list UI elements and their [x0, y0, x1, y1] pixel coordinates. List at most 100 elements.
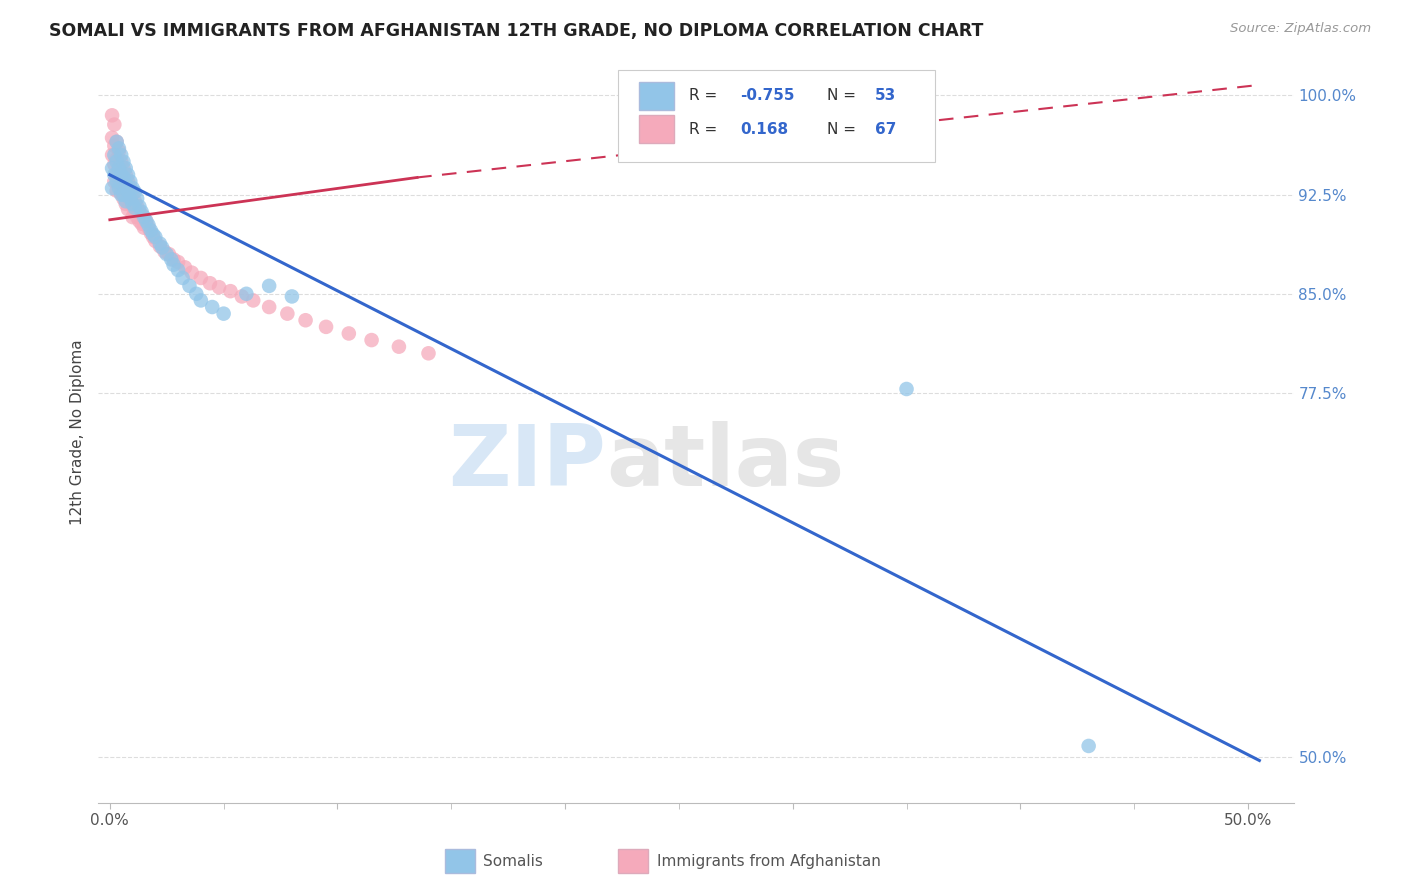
- Text: 0.168: 0.168: [740, 121, 789, 136]
- Point: [117, 184, 139, 198]
- Y-axis label: 12th Grade, No Diploma: 12th Grade, No Diploma: [69, 340, 84, 525]
- Point: [105, 174, 128, 188]
- Point: [110, 168, 132, 182]
- Point: [117, 174, 139, 188]
- Point: [117, 189, 139, 203]
- Point: [121, 197, 143, 211]
- Point: [132, 210, 155, 224]
- Text: R =: R =: [689, 121, 721, 136]
- Point: [103, 168, 125, 182]
- Point: [896, 382, 918, 396]
- Point: [114, 168, 136, 182]
- Point: [124, 194, 146, 209]
- Point: [121, 181, 143, 195]
- Point: [101, 148, 124, 162]
- Point: [180, 266, 202, 280]
- Point: [114, 197, 136, 211]
- Point: [114, 161, 136, 176]
- Point: [231, 289, 253, 303]
- Point: [132, 220, 155, 235]
- Point: [120, 174, 142, 188]
- Point: [101, 130, 124, 145]
- Point: [162, 252, 184, 267]
- Point: [112, 154, 135, 169]
- Point: [121, 210, 143, 224]
- Text: Somalis: Somalis: [484, 854, 543, 869]
- Point: [121, 186, 143, 201]
- Point: [135, 214, 157, 228]
- Point: [105, 135, 128, 149]
- Point: [190, 271, 212, 285]
- Point: [131, 207, 153, 221]
- FancyBboxPatch shape: [638, 82, 675, 110]
- Point: [103, 174, 125, 188]
- Point: [160, 252, 183, 267]
- Point: [208, 280, 231, 294]
- Point: [235, 286, 257, 301]
- Point: [112, 161, 135, 176]
- Point: [101, 181, 124, 195]
- Point: [112, 170, 135, 185]
- Point: [127, 210, 149, 224]
- Point: [110, 154, 132, 169]
- Point: [110, 170, 132, 185]
- Point: [198, 277, 221, 291]
- Point: [124, 185, 146, 199]
- Point: [219, 284, 242, 298]
- Point: [150, 240, 173, 254]
- Point: [138, 220, 160, 235]
- Point: [212, 307, 235, 321]
- Point: [110, 148, 132, 162]
- Point: [128, 214, 150, 228]
- Point: [108, 177, 131, 191]
- Text: atlas: atlas: [606, 421, 845, 504]
- Point: [110, 186, 132, 201]
- Point: [135, 214, 157, 228]
- Point: [149, 236, 172, 251]
- Point: [242, 293, 264, 308]
- Point: [294, 313, 316, 327]
- Point: [124, 201, 146, 215]
- Point: [157, 247, 180, 261]
- Text: 53: 53: [876, 88, 897, 103]
- Text: -0.755: -0.755: [740, 88, 794, 103]
- Point: [105, 135, 128, 149]
- Point: [131, 204, 153, 219]
- Point: [101, 108, 124, 122]
- Text: ZIP: ZIP: [449, 421, 606, 504]
- Point: [101, 161, 124, 176]
- Point: [156, 247, 179, 261]
- Point: [142, 227, 165, 242]
- Point: [276, 307, 298, 321]
- FancyBboxPatch shape: [446, 849, 475, 873]
- Point: [167, 255, 190, 269]
- Point: [153, 244, 176, 259]
- Point: [418, 346, 440, 360]
- Point: [114, 184, 136, 198]
- Point: [114, 177, 136, 191]
- Point: [138, 218, 160, 232]
- Point: [127, 200, 149, 214]
- Text: N =: N =: [827, 88, 862, 103]
- Point: [121, 200, 143, 214]
- Point: [105, 152, 128, 166]
- Point: [105, 168, 128, 182]
- Text: Immigrants from Afghanistan: Immigrants from Afghanistan: [657, 854, 880, 869]
- Point: [143, 234, 166, 248]
- Point: [143, 230, 166, 244]
- Point: [172, 271, 194, 285]
- Point: [124, 204, 146, 219]
- Point: [112, 177, 135, 191]
- Point: [337, 326, 360, 341]
- Point: [117, 202, 139, 217]
- Text: N =: N =: [827, 121, 862, 136]
- Point: [257, 278, 280, 293]
- Point: [105, 154, 128, 169]
- Point: [162, 258, 184, 272]
- Point: [103, 148, 125, 162]
- Text: SOMALI VS IMMIGRANTS FROM AFGHANISTAN 12TH GRADE, NO DIPLOMA CORRELATION CHART: SOMALI VS IMMIGRANTS FROM AFGHANISTAN 12…: [49, 22, 984, 40]
- FancyBboxPatch shape: [619, 849, 648, 873]
- Point: [179, 278, 201, 293]
- Point: [108, 161, 131, 176]
- Point: [139, 223, 162, 237]
